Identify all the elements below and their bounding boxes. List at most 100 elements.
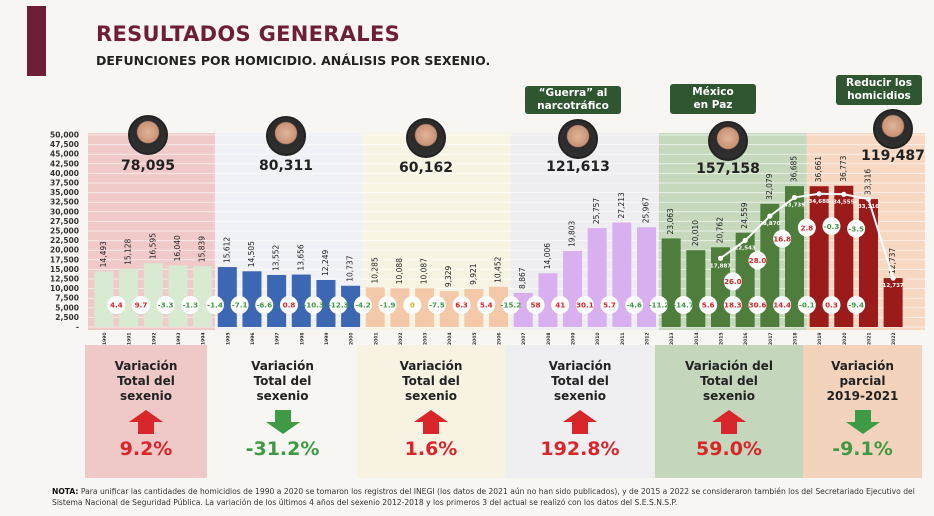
sesnsp-line [719, 192, 895, 279]
bar-value-label: 32,079 [765, 173, 774, 199]
annual-variation-bubble [403, 296, 422, 314]
bar-1995 [217, 267, 237, 327]
footnote: NOTA: Para unificar las cantidades de ho… [52, 486, 922, 508]
bar-value-label: 9,329 [444, 265, 453, 287]
sexenio-total: 80,311 [258, 158, 314, 174]
sexenio-callout: Reducir los homicidios [836, 75, 922, 105]
annual-variation-label: -1.4 [207, 301, 223, 310]
annual-variation-label: -3.3 [158, 301, 174, 310]
y-tick-label: 37,500 [50, 179, 79, 188]
sesnsp-value-label: 34,555 [833, 199, 854, 205]
annual-variation-bubble [378, 296, 397, 314]
y-tick-label: 12,500 [50, 275, 79, 284]
x-tick-label: 1997 [275, 332, 281, 345]
x-tick-label: 2000 [349, 332, 355, 345]
annual-variation-bubble [773, 296, 792, 314]
annual-variation-bubble [797, 296, 816, 314]
sesnsp-variation-bubble [748, 251, 767, 270]
annual-variation-bubble [230, 296, 249, 314]
president-portrait [873, 109, 913, 149]
x-tick-label: 1995 [225, 332, 231, 345]
x-tick-label: 1998 [299, 332, 305, 345]
annual-variation-bubble [649, 296, 668, 314]
x-tick-label: 2009 [571, 332, 577, 345]
x-tick-label: 2020 [842, 332, 848, 345]
x-tick-label: 2002 [398, 332, 404, 345]
bar-2010 [587, 228, 607, 327]
y-tick-label: 10,000 [50, 284, 79, 293]
y-tick-label: 35,000 [50, 188, 79, 197]
y-tick-label: 15,000 [50, 265, 79, 274]
variation-value: 59.0% [696, 438, 762, 460]
bar-2005 [464, 288, 484, 327]
variation-box: Variación Total del sexenio 1.6% [357, 345, 505, 478]
y-tick-label: 45,000 [50, 150, 79, 159]
bar-2018 [784, 186, 804, 327]
bar-value-label: 12,249 [321, 249, 330, 275]
annual-variation-label: 0.8 [283, 301, 296, 310]
variation-value: 9.2% [119, 438, 173, 460]
bar-2020 [834, 185, 854, 327]
annual-variation-label: -1.3 [182, 301, 198, 310]
annual-variation-label: -10.3 [303, 301, 324, 310]
bar-value-label: 13,656 [296, 244, 305, 270]
y-tick-label: 22,500 [50, 236, 79, 245]
sesnsp-point [890, 275, 896, 281]
bar-value-label: 36,685 [789, 156, 798, 182]
sesnsp-value-label: 12,737 [883, 283, 904, 289]
variation-value: -31.2% [245, 438, 320, 460]
annual-variation-bubble [477, 296, 496, 314]
x-tick-label: 2019 [817, 332, 823, 345]
bar-value-label: 23,063 [666, 208, 675, 234]
variation-box: Variación parcial 2019-2021 -9.1% [803, 345, 922, 478]
bar-2004 [439, 291, 459, 327]
bar-value-label: 15,128 [124, 238, 133, 264]
annual-variation-label: 9.7 [135, 301, 148, 310]
sesnsp-value-label: 34,688 [809, 199, 830, 205]
x-tick-label: 2007 [521, 332, 527, 345]
bar-value-label: 25,757 [592, 198, 601, 224]
bar-1997 [267, 274, 287, 327]
annual-variation-bubble [674, 296, 693, 314]
variation-label: Variación del Total del sexenio [685, 359, 773, 403]
sesnsp-point [841, 191, 847, 197]
y-tick-label: 42,500 [50, 159, 79, 168]
x-tick-label: 1994 [201, 332, 207, 345]
sesnsp-value-label: 33,739 [784, 202, 805, 208]
bar-value-label: 36,661 [814, 156, 823, 182]
page-title: RESULTADOS GENERALES [96, 22, 401, 46]
note-label: NOTA: [52, 487, 79, 496]
x-tick-label: 2015 [719, 332, 725, 345]
bar-value-label: 9,921 [469, 263, 478, 285]
sesnsp-value-label: 22,543 [735, 245, 756, 251]
x-tick-label: 2003 [423, 332, 429, 345]
sesnsp-point [791, 194, 798, 201]
x-tick-label: 2018 [792, 332, 798, 345]
bar-2008 [538, 273, 558, 327]
x-tick-label: 2004 [447, 332, 453, 345]
sesnsp-value-label: 28,870 [759, 221, 780, 227]
annual-variation-bubble [279, 296, 298, 314]
variation-label: Variación Total del sexenio [399, 359, 463, 403]
annual-variation-label: 5.6 [702, 301, 715, 310]
x-tick-label: 2001 [373, 332, 379, 345]
annual-variation-label: -0.1 [799, 301, 815, 310]
annual-variation-label: 0 [410, 301, 415, 310]
variation-box: Variación Total del sexenio -31.2% [210, 345, 355, 478]
sexenio-total: 78,095 [120, 158, 176, 174]
variation-label: Variación Total del sexenio [114, 359, 178, 403]
y-tick-label: 2,500 [55, 313, 79, 322]
bar-2014 [686, 250, 706, 327]
annual-variation-label: 6.3 [455, 301, 468, 310]
annual-variation-bubble [501, 296, 520, 314]
annual-variation-label: -4.2 [355, 301, 371, 310]
x-tick-label: 2010 [595, 332, 601, 345]
y-tick-label: 5,000 [55, 303, 79, 312]
bar-1998 [291, 274, 311, 327]
bar-2006 [489, 286, 509, 327]
sesnsp-variation-label: -3.5 [848, 224, 864, 233]
bar-1994 [193, 266, 213, 327]
arrow-up-icon [414, 410, 448, 434]
x-tick-label: 2006 [497, 332, 503, 345]
sexenio-total: 121,613 [546, 159, 610, 175]
